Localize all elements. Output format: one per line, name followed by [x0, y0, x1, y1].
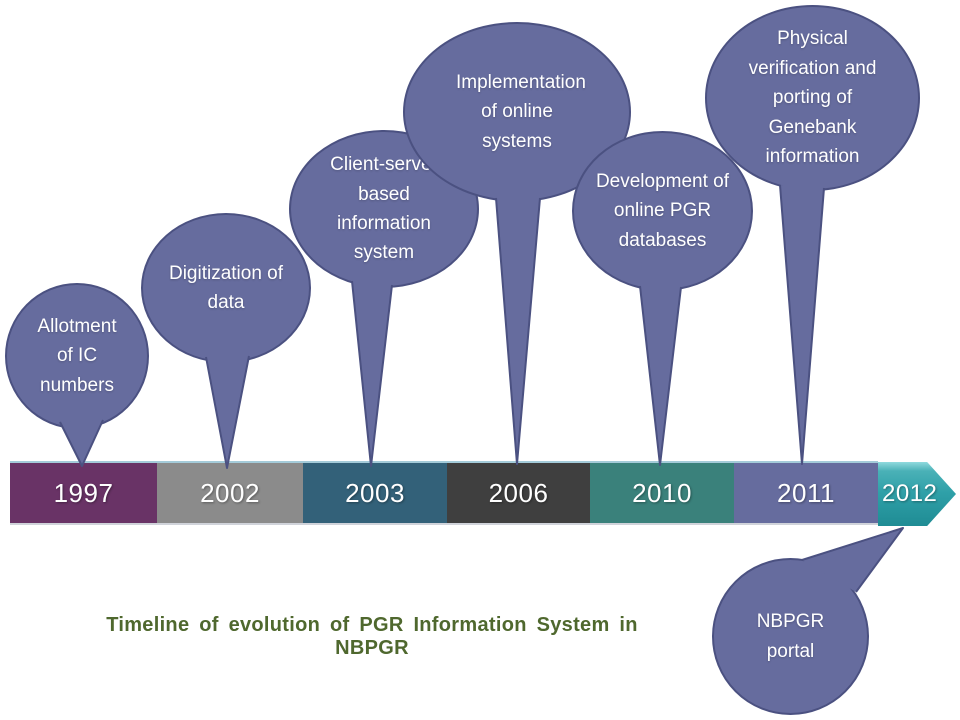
tail-2002 — [205, 355, 250, 469]
timeline-segment-2003: 2003 — [303, 463, 447, 523]
year-label-2010: 2010 — [632, 477, 692, 508]
year-label-2012: 2012 — [882, 480, 938, 507]
year-label-1997: 1997 — [53, 477, 114, 508]
balloon-label: Digitization of data — [168, 262, 284, 313]
balloon-2011-physical-verification: Physical verification and porting of Gen… — [705, 5, 920, 191]
balloon-label: Implementation of online systems — [456, 71, 586, 152]
year-label-2003: 2003 — [345, 477, 405, 508]
timeline-segment-1997: 1997 — [10, 463, 157, 523]
timeline-segment-2002: 2002 — [157, 463, 303, 523]
year-label-2002: 2002 — [200, 477, 260, 508]
balloon-2012-nbpgr-portal: NBPGR portal — [712, 558, 869, 715]
timeline-segment-2010: 2010 — [590, 463, 734, 523]
balloon-2010-development: Development of online PGR databases — [572, 131, 753, 291]
balloon-1997-allotment: Allotment of IC numbers — [5, 283, 149, 429]
balloon-label: Client-server based information system — [330, 154, 438, 264]
tail-2011 — [779, 184, 825, 465]
balloon-label: Allotment of IC numbers — [37, 315, 117, 396]
balloon-2002-digitization: Digitization of data — [141, 213, 311, 363]
year-label-2011: 2011 — [777, 477, 835, 508]
balloon-label: NBPGR portal — [756, 611, 825, 662]
balloon-label: Development of online PGR databases — [595, 170, 730, 251]
balloon-label: Physical verification and porting of Gen… — [748, 28, 877, 168]
timeline-arrow-2012: 2012 — [878, 462, 956, 526]
timeline-segment-2011: 2011 — [734, 463, 878, 523]
diagram-caption: Timeline of evolution of PGR Information… — [106, 614, 638, 659]
timeline-segment-2006: 2006 — [447, 463, 590, 523]
tail-2003 — [351, 280, 393, 467]
tail-2006 — [495, 197, 541, 465]
tail-2010 — [639, 285, 682, 466]
timeline-band: 1997 2002 2003 2006 2010 2011 — [10, 461, 878, 525]
year-label-2006: 2006 — [488, 477, 549, 508]
